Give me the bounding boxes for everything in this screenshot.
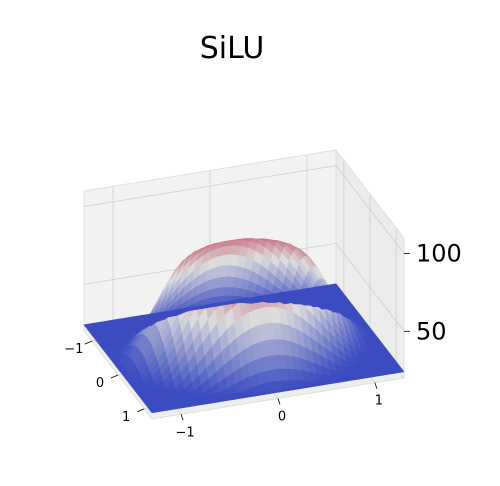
surface [83,238,405,414]
z-tick-label: 100 [416,240,462,268]
x-tick-mark [374,382,378,389]
z-tick-label: 50 [416,317,447,345]
y-tick-mark [136,408,145,413]
y-tick-mark [84,340,93,345]
y-tick-label: 1 [122,410,130,425]
y-tick-mark [110,374,119,379]
y-tick-label: 0 [96,376,104,391]
grid-line [335,243,405,332]
axes: −1 0 1 1 0 −1 50 100 [64,240,462,441]
x-tick-mark [180,414,184,421]
grid-line [335,165,405,254]
x-tick-label: 1 [375,394,383,409]
surface-facet [328,283,339,288]
grid-line [83,165,337,207]
x-tick-mark [277,398,281,405]
x-tick-label: −1 [175,425,194,440]
chart-title: SiLU [200,31,265,66]
x-tick-label: 0 [278,410,286,425]
y-tick-label: −1 [64,342,83,357]
